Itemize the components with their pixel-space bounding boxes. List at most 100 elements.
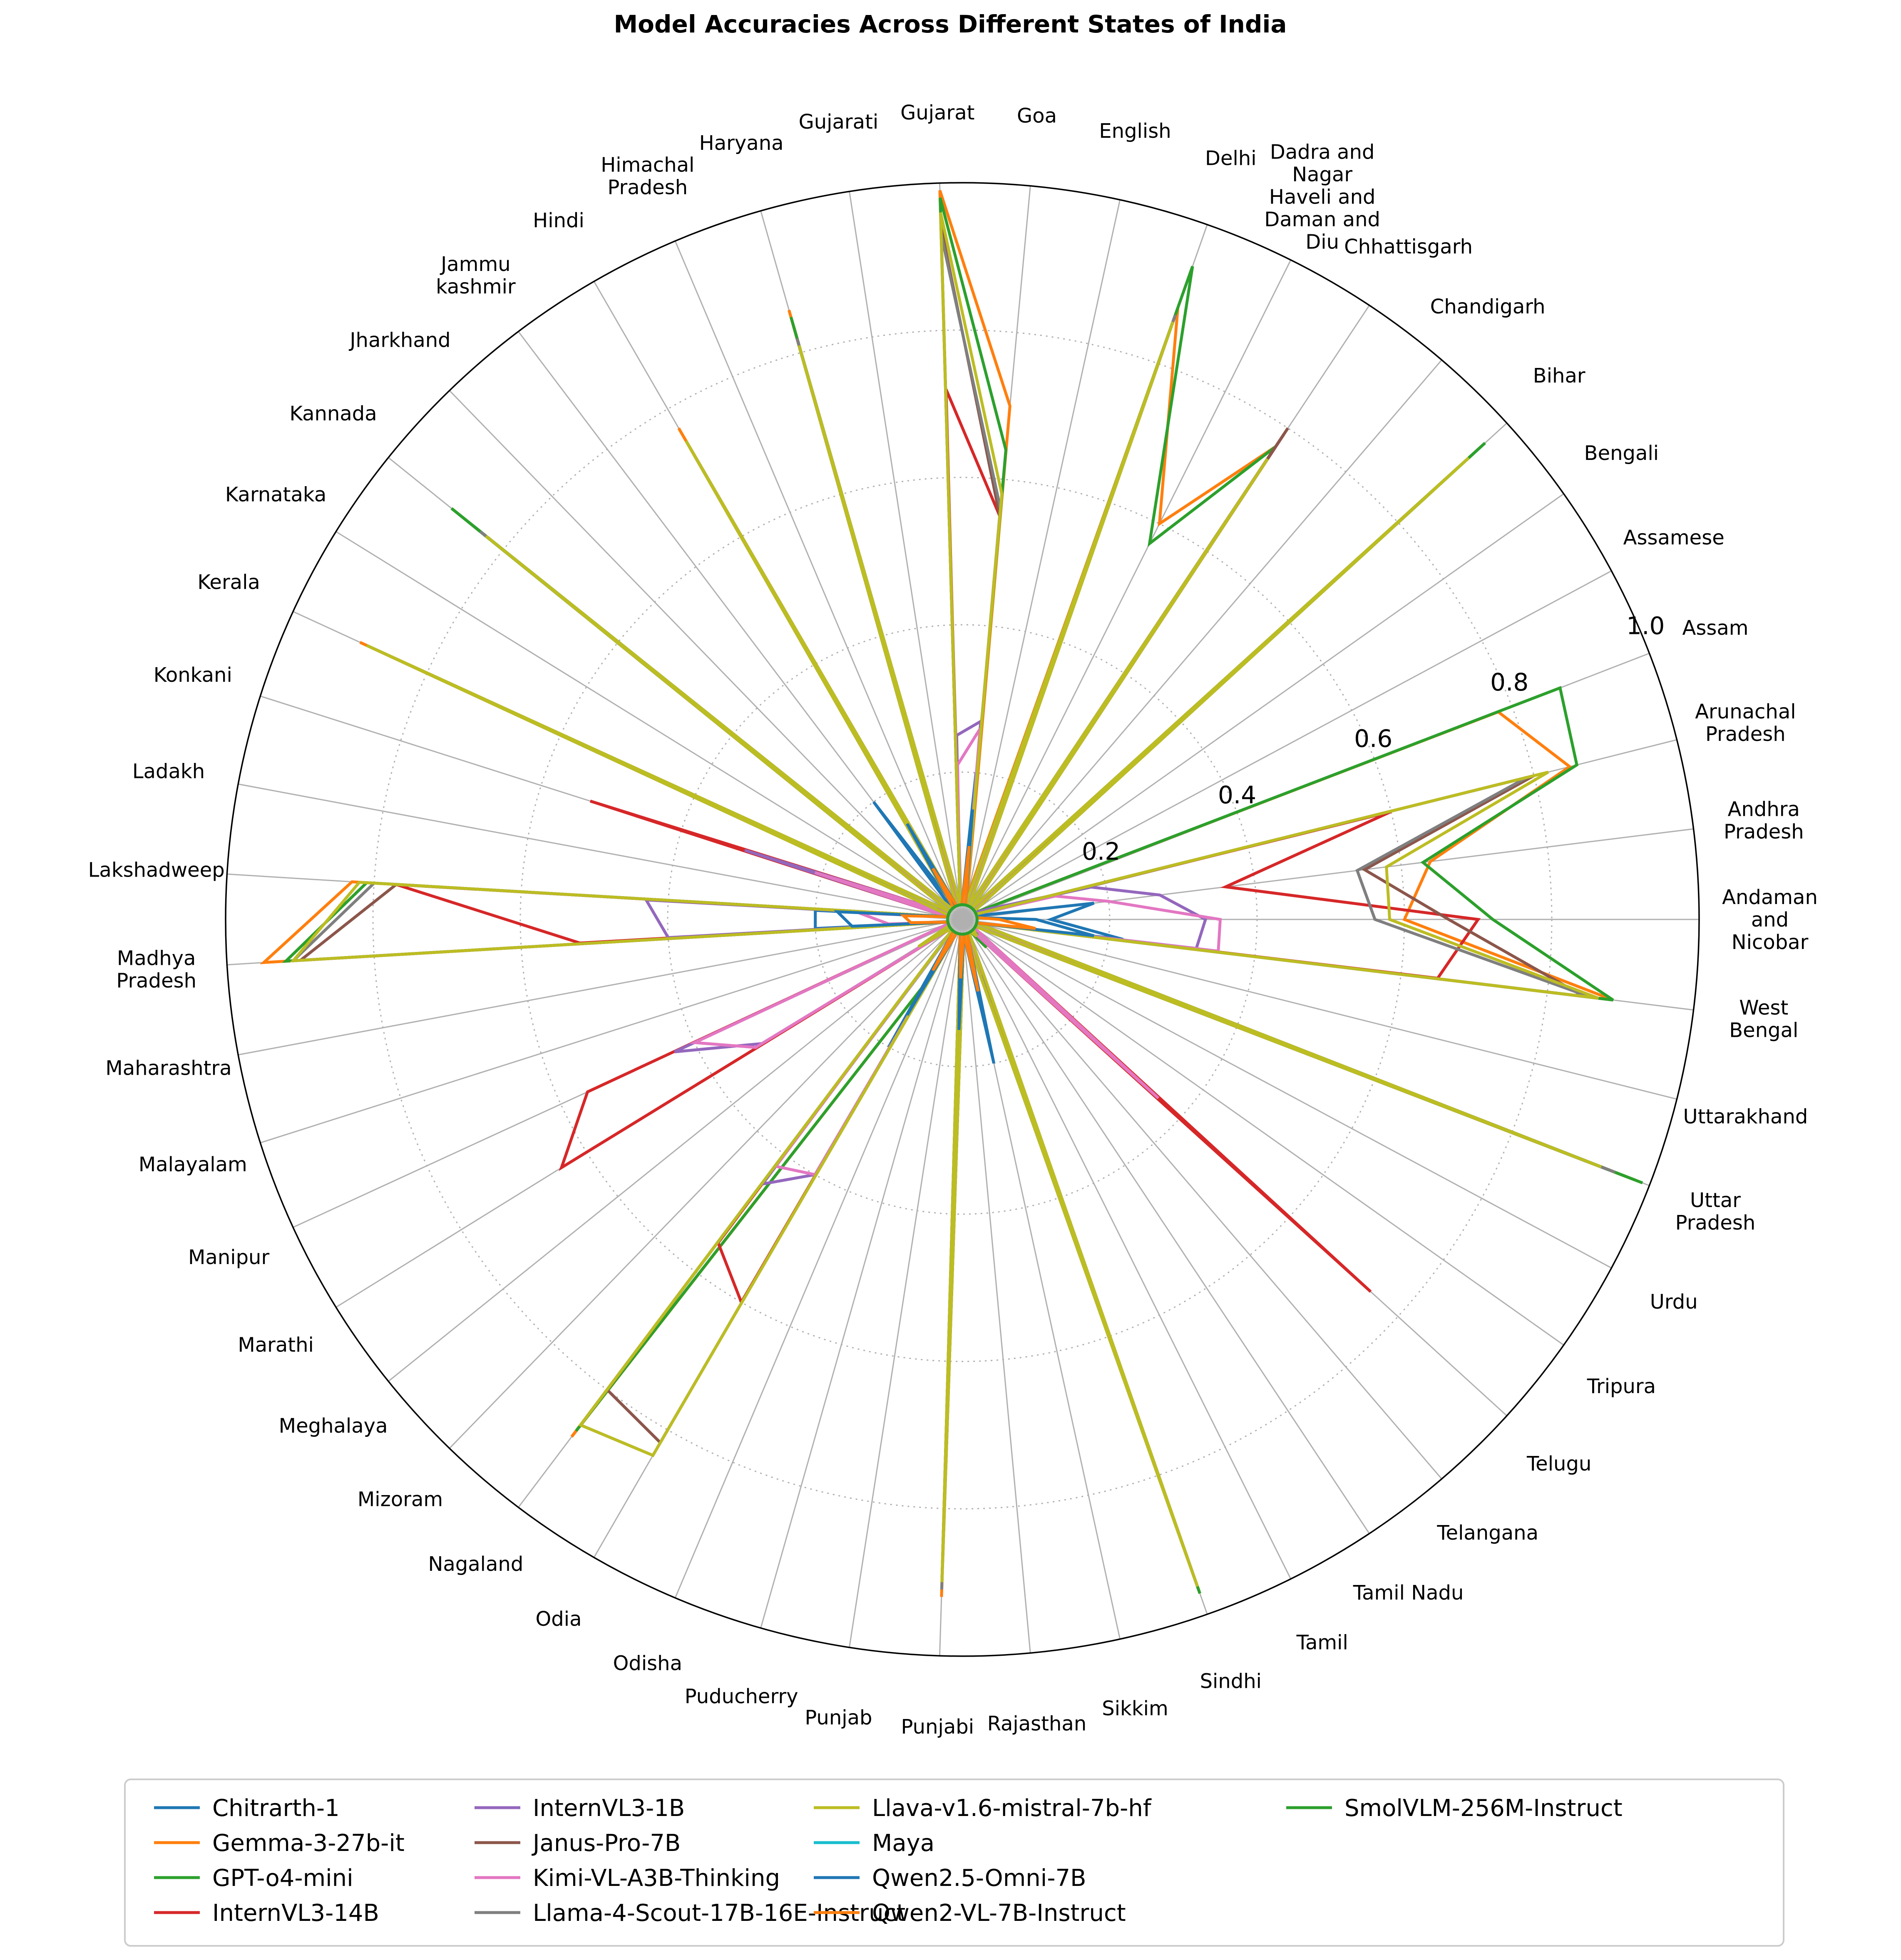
category-label: Gujarat (900, 101, 974, 124)
spoke-line (388, 919, 963, 1382)
category-label: West Bengal (1729, 996, 1798, 1042)
category-label: Nagaland (428, 1553, 523, 1576)
spoke-line (962, 359, 1442, 920)
legend-entry: Maya (872, 1830, 934, 1857)
category-label: Bengali (1584, 442, 1659, 465)
category-label: Gujarati (799, 110, 879, 134)
spoke-line (238, 783, 963, 920)
spoke-line (238, 919, 963, 1056)
category-label: Assam (1682, 616, 1748, 640)
category-label: Maharashtra (105, 1057, 231, 1080)
legend-entry: GPT-o4-mini (212, 1865, 353, 1892)
grid-ring (814, 771, 1111, 1068)
spoke-line (674, 241, 963, 920)
category-label: Konkani (154, 663, 232, 687)
radial-tick-label: 0.4 (1218, 781, 1256, 809)
spoke-line (962, 570, 1612, 920)
legend-frame (124, 1779, 1784, 1947)
category-label: Telugu (1526, 1452, 1591, 1476)
category-label: Mizoram (358, 1488, 443, 1511)
category-label: Chandigarh (1430, 295, 1546, 318)
category-label: Madhya Pradesh (116, 946, 196, 992)
spoke-line (849, 919, 963, 1648)
category-label: Andaman and Nicobar (1722, 886, 1818, 954)
category-label: Malayalam (139, 1153, 247, 1176)
radial-tick-label: 0.6 (1354, 725, 1392, 753)
category-label: Haryana (699, 132, 784, 155)
radial-tick-label: 0.2 (1082, 837, 1120, 866)
category-label: Sindhi (1200, 1670, 1262, 1693)
category-label: Tamil Nadu (1353, 1581, 1464, 1605)
chart-title: Model Accuracies Across Different States… (614, 10, 1287, 38)
legend-entry: SmolVLM-256M-Instruct (1344, 1795, 1623, 1822)
category-label: Hindi (533, 209, 584, 232)
legend-entry: Qwen2.5-Omni-7B (872, 1865, 1086, 1892)
legend-entry: Llava-v1.6-mistral-7b-hf (872, 1795, 1152, 1822)
spoke-line (962, 199, 1121, 920)
category-label: English (1099, 119, 1171, 143)
spoke-line (962, 919, 1564, 1346)
spoke-line (449, 390, 963, 920)
legend-entry: InternVL3-14B (212, 1900, 379, 1927)
category-label: Tamil (1296, 1631, 1348, 1654)
category-label: Andhra Pradesh (1724, 798, 1804, 844)
grid-ring (372, 329, 1553, 1510)
category-label: Karnataka (225, 483, 326, 507)
category-label: Punjabi (901, 1715, 974, 1739)
spoke-line (760, 919, 963, 1628)
spoke-line (674, 919, 963, 1598)
category-label: Tripura (1587, 1375, 1656, 1398)
spoke-line (849, 191, 963, 920)
legend-entry: Kimi-VL-A3B-Thinking (533, 1865, 780, 1892)
category-label: Lakshadweep (88, 859, 225, 882)
legend-entry: InternVL3-1B (533, 1795, 685, 1822)
category-label: Delhi (1205, 147, 1257, 170)
category-label: Sikkim (1102, 1697, 1168, 1720)
category-label: Ladakh (132, 760, 205, 783)
category-labels: Andaman and Nicobar Andhra Pradesh Arunachal P… (88, 101, 1818, 1739)
legend-entry: Qwen2-VL-7B-Instruct (872, 1900, 1126, 1927)
spoke-line (962, 919, 1292, 1580)
legend: Chitrarth-1 Gemma-3-27b-it GPT-o4-mini Inte… (124, 1779, 1784, 1947)
category-label: Uttarakhand (1683, 1105, 1808, 1128)
spoke-line (962, 919, 1677, 1100)
spoke-line (962, 259, 1292, 920)
category-label: Odia (536, 1607, 582, 1631)
legend-entry: Gemma-3-27b-it (212, 1830, 405, 1857)
spoke-line (962, 919, 1031, 1653)
outer-ring (225, 182, 1700, 1657)
legend-entry: Janus-Pro-7B (532, 1830, 681, 1857)
category-label: Assamese (1623, 526, 1725, 549)
category-label: Manipur (188, 1246, 269, 1269)
category-label: Goa (1017, 104, 1057, 127)
category-label: Odisha (613, 1652, 682, 1675)
category-label: Himachal Pradesh (601, 153, 694, 199)
radial-tick-label: 0.8 (1490, 668, 1528, 696)
category-label: Meghalaya (279, 1414, 388, 1438)
series-line-SmolVLM-256M-Instruct (946, 903, 979, 936)
spoke-line (962, 919, 1370, 1534)
category-label: Jharkhand (348, 328, 450, 352)
category-label: Marathi (238, 1333, 314, 1356)
category-label: Rajasthan (987, 1712, 1087, 1736)
category-label: Urdu (1650, 1290, 1698, 1314)
spoke-line (962, 919, 1612, 1269)
category-label: Arunachal Pradesh (1695, 700, 1796, 746)
legend-entry: Chitrarth-1 (212, 1795, 340, 1822)
category-label: Puducherry (685, 1685, 798, 1708)
spoke-line (335, 531, 963, 920)
category-label: Bihar (1533, 364, 1585, 388)
category-label: Kerala (197, 571, 260, 594)
category-label: Jammu kashmir (436, 253, 516, 298)
spoke-line (260, 919, 963, 1144)
category-label: Telangana (1436, 1521, 1538, 1545)
spoke-line (962, 919, 1442, 1480)
radial-tick-label: 1.0 (1626, 612, 1665, 640)
radial-tick-labels: 0.2 0.4 0.6 0.8 1.0 (1082, 612, 1665, 866)
grid-ring (667, 624, 1258, 1215)
spoke-line (962, 493, 1564, 920)
category-label: Chhattisgarh (1344, 235, 1473, 258)
radar-series (260, 190, 1643, 1597)
